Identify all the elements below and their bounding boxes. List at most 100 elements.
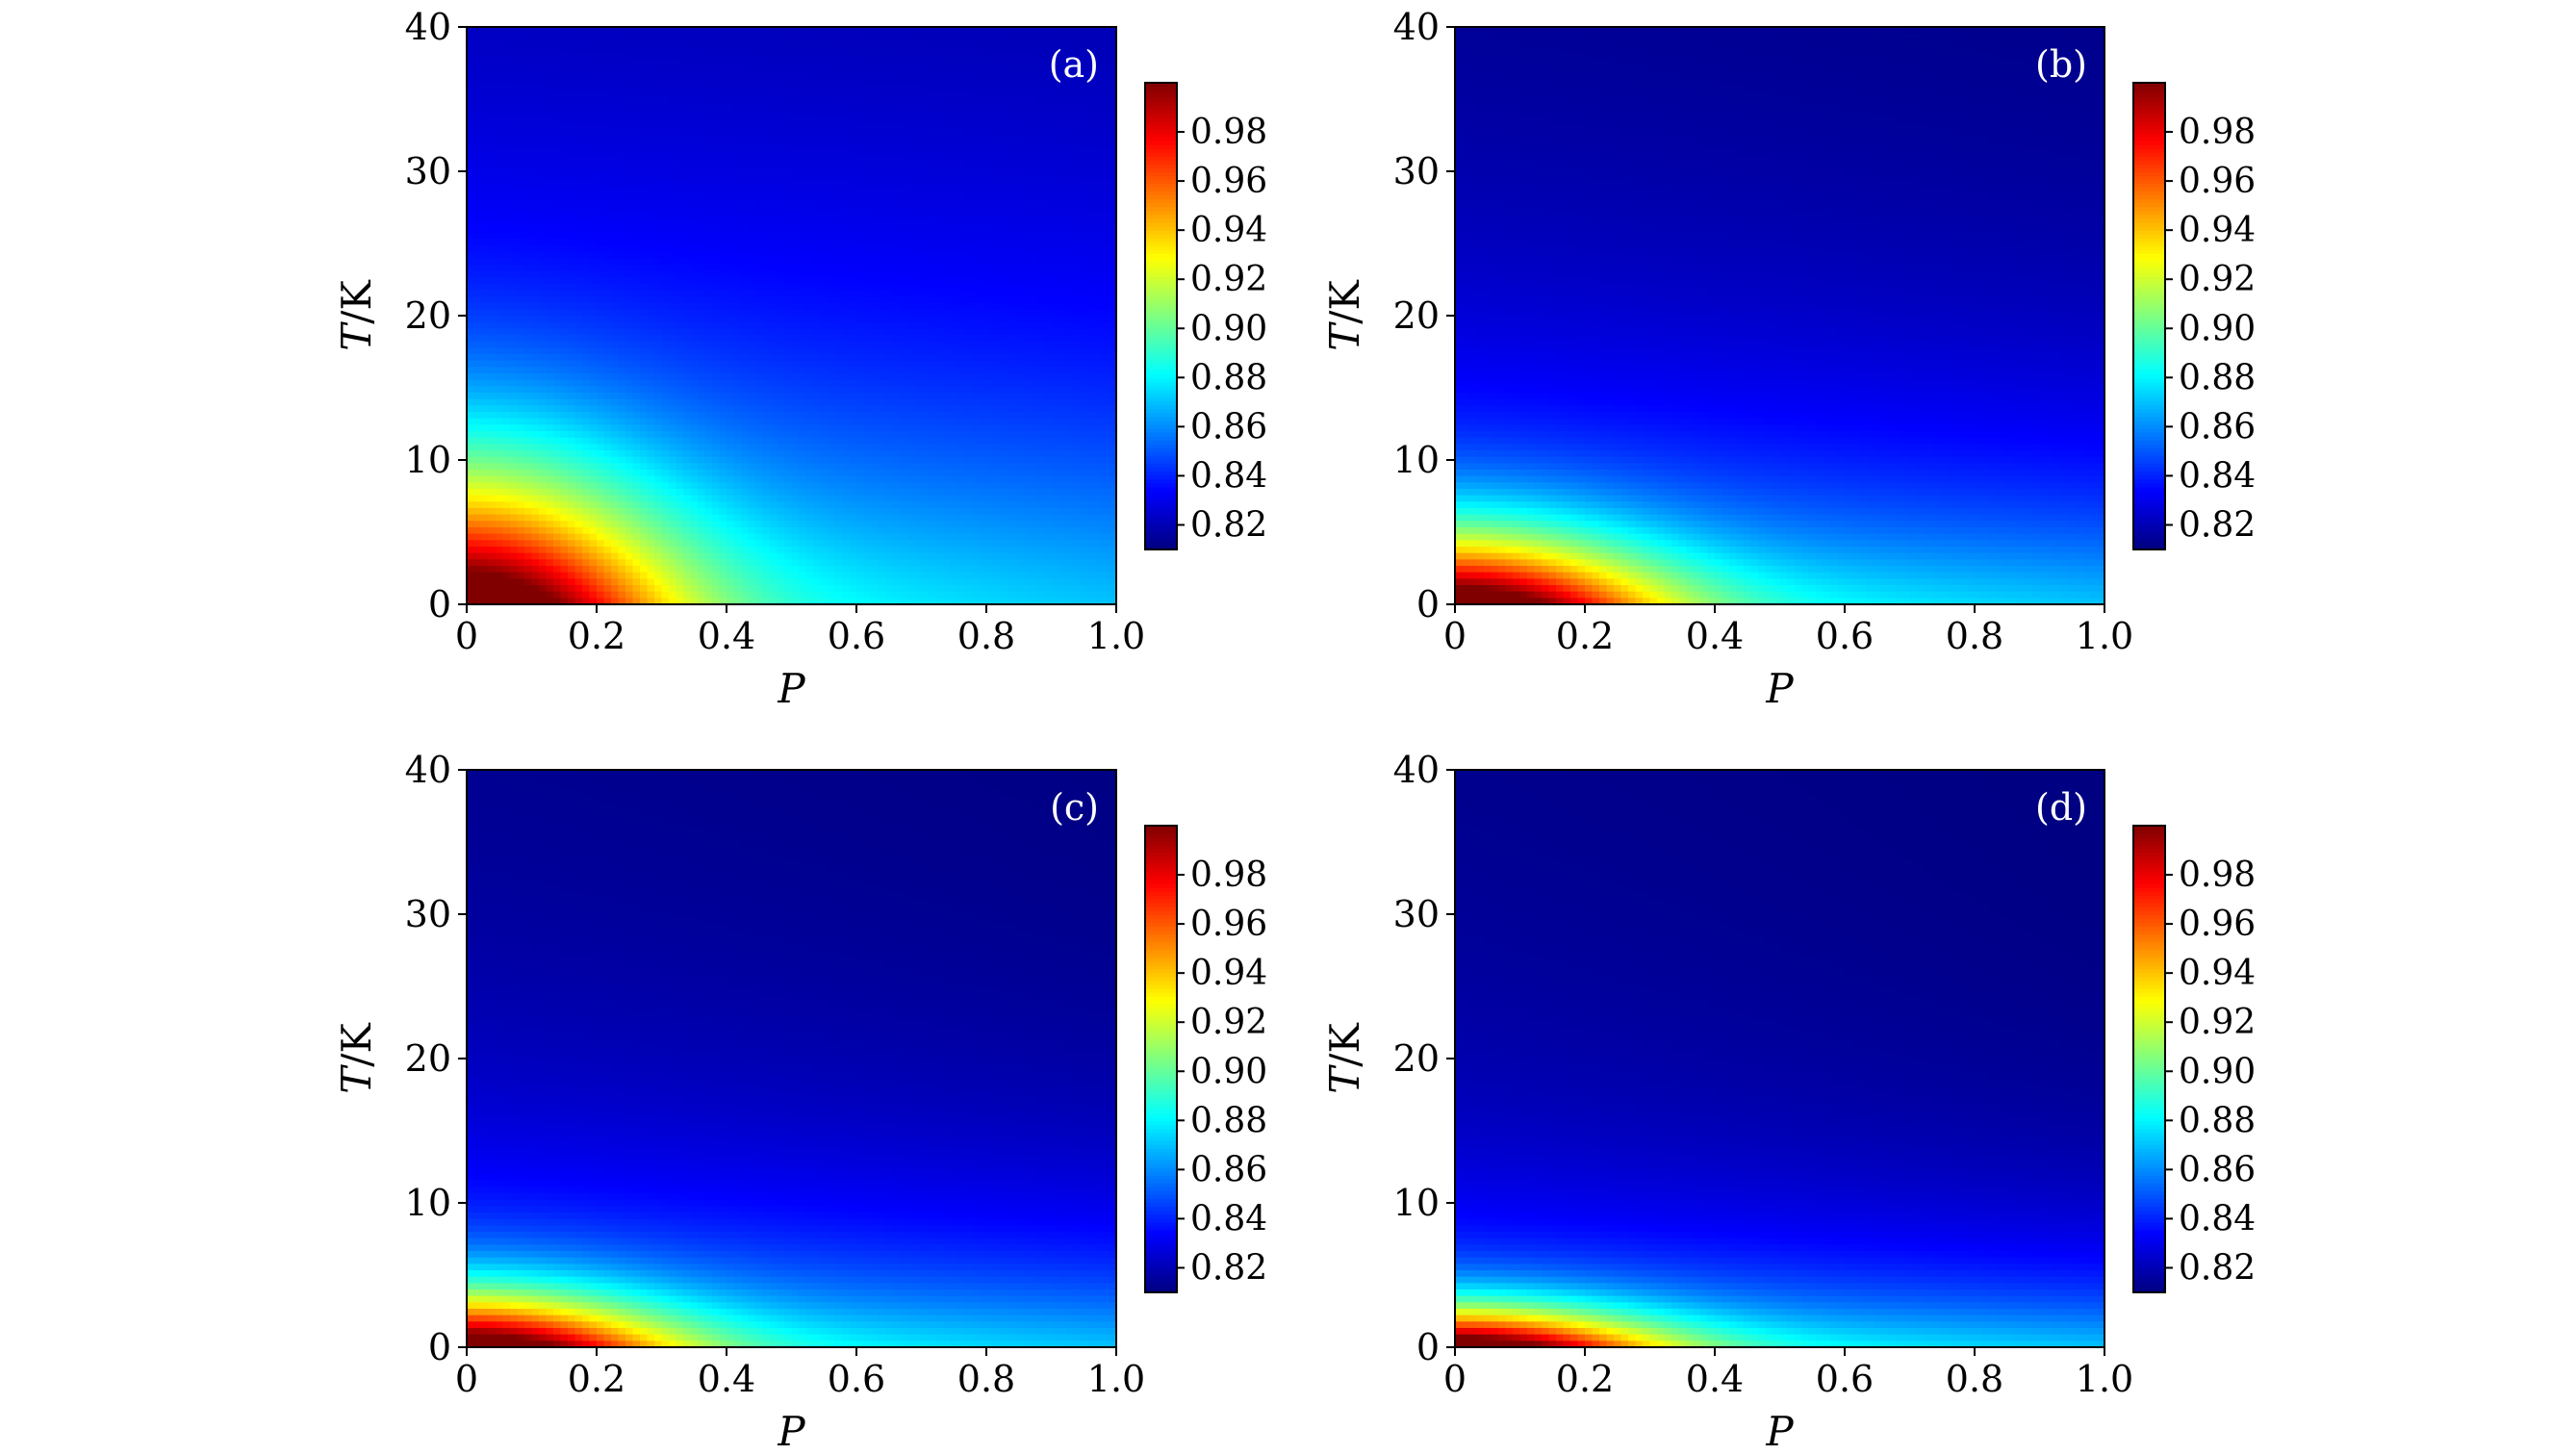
heatmap-cell — [633, 424, 641, 431]
heatmap-cell — [611, 508, 619, 515]
heatmap-cell — [619, 573, 626, 579]
heatmap-cell — [597, 265, 604, 271]
heatmap-cell — [741, 78, 749, 85]
heatmap-cell — [662, 328, 670, 335]
heatmap-cell — [755, 354, 763, 361]
heatmap-cell — [683, 476, 691, 483]
heatmap-cell — [698, 373, 705, 380]
heatmap-cell — [625, 316, 633, 322]
heatmap-cell — [662, 316, 670, 322]
heatmap-cell — [532, 232, 540, 239]
heatmap-cell — [720, 547, 727, 553]
heatmap-cell — [654, 431, 662, 438]
heatmap-cell — [524, 34, 532, 40]
heatmap-cell — [784, 534, 792, 541]
heatmap-cell — [590, 116, 598, 123]
heatmap-cell — [597, 193, 604, 200]
heatmap-cell — [698, 431, 705, 438]
heatmap-cell — [496, 193, 503, 200]
heatmap-cell — [648, 270, 655, 277]
heatmap-cell — [763, 245, 771, 252]
heatmap-cell — [575, 444, 583, 450]
heatmap-cell — [648, 424, 655, 431]
heatmap-cell — [510, 438, 518, 445]
heatmap-cell — [784, 438, 792, 445]
heatmap-cell — [561, 46, 569, 53]
heatmap-cell — [590, 284, 598, 291]
heatmap-cell — [749, 335, 756, 342]
heatmap-cell — [720, 501, 727, 508]
heatmap-cell — [539, 328, 547, 335]
heatmap-cell — [582, 111, 590, 117]
heatmap-cell — [683, 59, 691, 65]
heatmap-cell — [734, 527, 742, 534]
heatmap-cell — [799, 78, 806, 85]
heatmap-cell — [662, 168, 670, 175]
heatmap-cell — [590, 181, 598, 188]
heatmap-cell — [784, 219, 792, 226]
heatmap-cell — [553, 457, 561, 464]
heatmap-cell — [561, 508, 569, 515]
heatmap-cell — [474, 34, 482, 40]
heatmap-cell — [553, 200, 561, 207]
heatmap-cell — [496, 592, 503, 599]
heatmap-cell — [669, 515, 676, 522]
heatmap-cell — [532, 457, 540, 464]
heatmap-cell — [683, 431, 691, 438]
heatmap-cell — [648, 27, 655, 34]
heatmap-cell — [778, 496, 785, 502]
heatmap-cell — [561, 386, 569, 393]
heatmap-cell — [727, 328, 734, 335]
heatmap-cell — [561, 277, 569, 284]
heatmap-cell — [597, 431, 604, 438]
heatmap-cell — [481, 78, 489, 85]
heatmap-cell — [654, 547, 662, 553]
heatmap-cell — [799, 245, 806, 252]
heatmap-cell — [590, 270, 598, 277]
heatmap-cell — [597, 174, 604, 181]
heatmap-cell — [489, 155, 497, 162]
heatmap-cell — [691, 527, 699, 534]
heatmap-cell — [778, 162, 785, 168]
heatmap-cell — [503, 482, 511, 489]
heatmap-cell — [510, 592, 518, 599]
heatmap-cell — [568, 412, 575, 419]
heatmap-cell — [784, 508, 792, 515]
heatmap-cell — [792, 303, 800, 310]
heatmap-cell — [676, 258, 684, 265]
heatmap-cell — [510, 53, 518, 60]
heatmap-cell — [604, 380, 612, 387]
heatmap-cell — [784, 547, 792, 553]
heatmap-cell — [474, 213, 482, 219]
heatmap-cell — [532, 386, 540, 393]
heatmap-cell — [489, 393, 497, 399]
heatmap-cell — [705, 515, 713, 522]
heatmap-cell — [778, 142, 785, 149]
heatmap-cell — [792, 213, 800, 219]
heatmap-cell — [669, 470, 676, 476]
heatmap-cell — [662, 91, 670, 98]
heatmap-cell — [524, 193, 532, 200]
heatmap-cell — [611, 342, 619, 348]
heatmap-cell — [597, 53, 604, 60]
heatmap-cell — [720, 149, 727, 156]
heatmap-cell — [720, 328, 727, 335]
heatmap-cell — [539, 34, 547, 40]
heatmap-cell — [778, 380, 785, 387]
heatmap-cell — [553, 496, 561, 502]
heatmap-cell — [749, 508, 756, 515]
heatmap-cell — [640, 65, 648, 72]
heatmap-cell — [720, 347, 727, 354]
heatmap-cell — [669, 489, 676, 496]
heatmap-cell — [676, 316, 684, 322]
heatmap-cell — [720, 239, 727, 245]
heatmap-cell — [611, 501, 619, 508]
heatmap-cell — [539, 501, 547, 508]
heatmap-cell — [755, 104, 763, 111]
heatmap-cell — [539, 27, 547, 34]
heatmap-cell — [669, 72, 676, 79]
heatmap-cell — [770, 136, 778, 142]
heatmap-cell — [532, 174, 540, 181]
heatmap-cell — [553, 578, 561, 585]
heatmap-cell — [676, 424, 684, 431]
